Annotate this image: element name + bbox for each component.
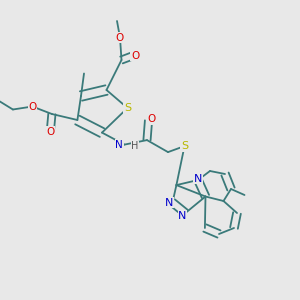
Text: O: O: [116, 32, 124, 43]
Text: N: N: [115, 140, 123, 150]
Text: O: O: [131, 50, 139, 61]
Text: N: N: [178, 211, 187, 221]
Text: O: O: [28, 101, 37, 112]
Text: O: O: [147, 114, 156, 124]
Text: S: S: [181, 141, 188, 151]
Text: S: S: [124, 103, 131, 113]
Text: N: N: [165, 197, 173, 208]
Text: N: N: [194, 173, 202, 184]
Text: O: O: [46, 127, 55, 137]
Text: H: H: [131, 141, 139, 151]
